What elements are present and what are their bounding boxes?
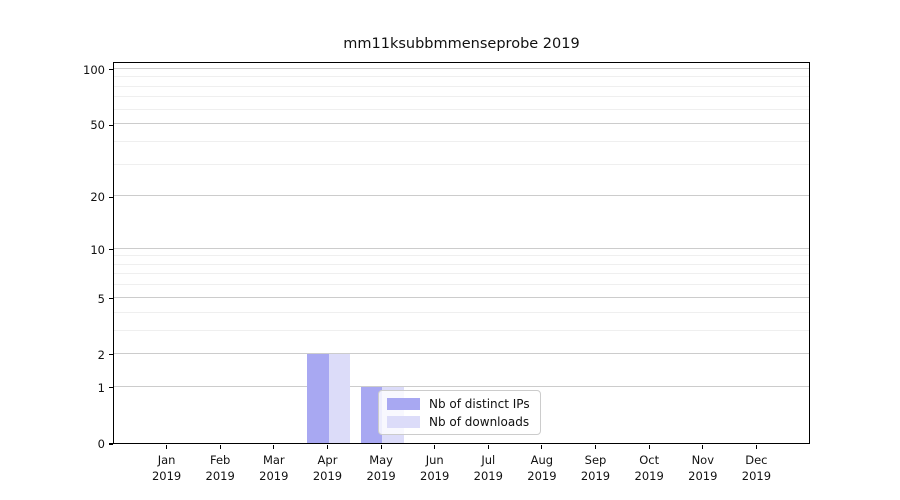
x-tick-label: Aug 2019 xyxy=(512,452,572,484)
major-gridline xyxy=(114,247,809,249)
x-tick-month: Jul xyxy=(481,453,496,467)
x-tick-month: Apr xyxy=(317,453,338,467)
x-tick-label: Jun 2019 xyxy=(405,452,465,484)
x-tick-year: 2019 xyxy=(741,469,772,483)
legend-label-downloads: Nb of downloads xyxy=(429,414,530,429)
y-tick-label: 10 xyxy=(90,242,105,257)
x-tick-month: Nov xyxy=(691,453,715,467)
x-tick-label: Nov 2019 xyxy=(673,452,733,484)
x-tick-label: Apr 2019 xyxy=(298,452,358,484)
x-tick-year: 2019 xyxy=(151,469,182,483)
minor-gridline xyxy=(114,263,809,265)
x-tick-year: 2019 xyxy=(205,469,235,483)
y-axis-tick xyxy=(109,354,113,356)
x-axis-tick xyxy=(166,445,168,449)
minor-gridline xyxy=(114,108,809,110)
minor-gridline xyxy=(114,273,809,275)
major-gridline xyxy=(114,67,809,69)
x-tick-year: 2019 xyxy=(473,469,503,483)
x-tick-label: Jul 2019 xyxy=(458,452,518,484)
minor-gridline xyxy=(114,255,809,257)
x-tick-label: Jan 2019 xyxy=(137,452,197,484)
downloads-swatch-icon xyxy=(387,415,420,428)
y-tick-label: 20 xyxy=(90,190,105,205)
plot-area xyxy=(113,62,810,444)
minor-gridline xyxy=(114,329,809,331)
major-gridline xyxy=(114,195,809,197)
x-axis-tick xyxy=(487,445,489,449)
x-tick-label: May 2019 xyxy=(351,452,411,484)
y-axis-tick xyxy=(109,69,113,71)
x-tick-year: 2019 xyxy=(312,469,343,483)
x-tick-year: 2019 xyxy=(527,469,557,483)
x-tick-month: Dec xyxy=(745,453,768,467)
x-tick-year: 2019 xyxy=(634,469,664,483)
legend-label-distinct-ips: Nb of distinct IPs xyxy=(429,396,530,411)
x-axis-tick xyxy=(434,445,436,449)
x-tick-month: Oct xyxy=(639,453,660,467)
x-tick-year: 2019 xyxy=(259,469,289,483)
x-axis-tick xyxy=(594,445,597,449)
y-axis-tick xyxy=(109,248,113,251)
x-tick-label: Dec 2019 xyxy=(726,452,786,484)
chart-title: mm11ksubbmmenseprobe 2019 xyxy=(343,36,580,52)
legend: Nb of distinct IPs Nb of downloads xyxy=(378,390,541,435)
legend-item-distinct-ips: Nb of distinct IPs xyxy=(387,396,530,411)
major-gridline xyxy=(114,352,809,354)
x-tick-month: Aug xyxy=(530,453,554,467)
major-gridline xyxy=(114,123,809,125)
y-axis-tick xyxy=(109,443,113,445)
y-tick-label: 100 xyxy=(83,62,105,77)
y-tick-label: 0 xyxy=(97,437,105,451)
y-tick-label: 2 xyxy=(97,347,105,362)
minor-gridline xyxy=(114,76,809,78)
minor-gridline xyxy=(114,140,809,142)
y-tick-label: 50 xyxy=(90,118,105,133)
x-axis-tick xyxy=(219,445,221,449)
x-tick-label: Feb 2019 xyxy=(190,452,250,484)
x-tick-month: Sep xyxy=(584,453,607,467)
x-tick-year: 2019 xyxy=(366,469,396,483)
major-gridline xyxy=(114,296,809,298)
bar-apr-downloads xyxy=(328,353,350,443)
x-tick-label: Sep 2019 xyxy=(566,452,626,484)
distinct-ips-swatch-icon xyxy=(387,397,420,410)
y-tick-label: 1 xyxy=(97,380,105,395)
x-axis-tick xyxy=(380,445,382,449)
x-tick-month: Jan xyxy=(157,453,176,467)
minor-gridline xyxy=(114,96,809,98)
x-tick-label: Mar 2019 xyxy=(244,452,304,484)
minor-gridline xyxy=(114,85,809,87)
x-tick-month: Mar xyxy=(262,453,285,467)
x-axis-tick xyxy=(755,445,757,449)
legend-item-downloads: Nb of downloads xyxy=(387,414,530,429)
x-axis-tick xyxy=(273,445,275,449)
y-tick-label: 5 xyxy=(97,291,105,306)
x-axis-tick xyxy=(702,445,704,449)
x-tick-label: Oct 2019 xyxy=(619,452,679,484)
major-gridline xyxy=(114,385,809,387)
minor-gridline xyxy=(114,311,809,313)
x-tick-year: 2019 xyxy=(420,469,450,483)
y-axis-tick xyxy=(109,124,113,126)
bar-apr-distinct-ips xyxy=(307,353,329,443)
bar-may-distinct-ips xyxy=(360,386,383,443)
x-tick-month: Feb xyxy=(210,453,231,467)
y-axis-tick xyxy=(109,298,113,300)
x-axis-tick xyxy=(541,445,543,449)
x-tick-year: 2019 xyxy=(688,469,718,483)
x-tick-month: Jun xyxy=(425,453,444,467)
minor-gridline xyxy=(114,284,809,286)
y-axis-tick xyxy=(109,196,113,198)
x-tick-month: May xyxy=(369,453,393,467)
minor-gridline xyxy=(114,163,809,165)
x-tick-year: 2019 xyxy=(580,469,611,483)
x-axis-tick xyxy=(648,445,650,449)
y-axis-tick xyxy=(109,387,113,389)
x-axis-tick xyxy=(326,445,329,449)
